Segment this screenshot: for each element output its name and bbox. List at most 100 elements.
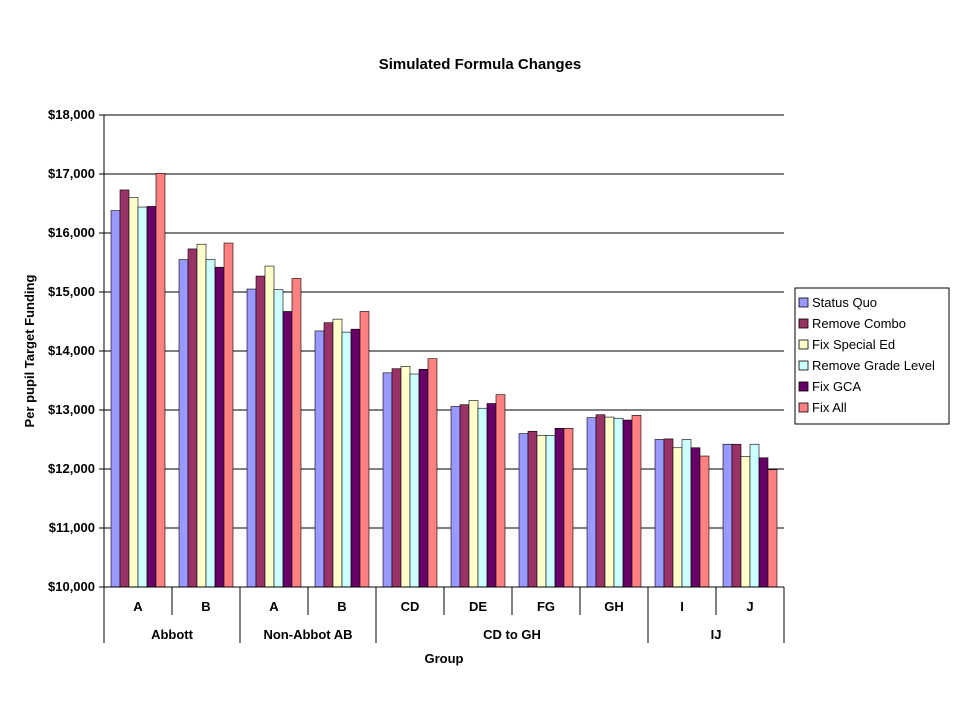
x-group-label: CD to GH (483, 627, 541, 642)
bars (110, 173, 778, 588)
y-tick-label: $16,000 (48, 225, 95, 240)
bar (264, 265, 275, 588)
x-group-label: IJ (711, 627, 722, 642)
bar (518, 433, 529, 588)
bar (128, 197, 139, 588)
bar (672, 447, 683, 588)
bar (595, 414, 606, 588)
bar (477, 407, 488, 588)
bar (110, 210, 121, 588)
bar (187, 248, 198, 588)
bar (663, 438, 674, 588)
bar (246, 288, 257, 588)
bar (332, 318, 343, 588)
x-tick-label: DE (469, 599, 487, 614)
bar (613, 417, 624, 588)
y-tick-label: $17,000 (48, 166, 95, 181)
bar (418, 368, 429, 588)
bar (622, 419, 633, 588)
legend-swatch (798, 339, 809, 350)
bar (563, 427, 574, 588)
bar (214, 266, 225, 588)
bar (359, 311, 370, 588)
bar (323, 322, 334, 588)
legend-box (794, 287, 950, 425)
bar (350, 328, 361, 588)
y-axis-title: Per pupil Target Funding (22, 275, 37, 428)
bar (545, 435, 556, 588)
x-tick-label: J (746, 599, 753, 614)
bar (119, 189, 130, 588)
legend: Status Quo Remove Combo Fix Special Ed Remo… (794, 287, 950, 425)
legend-entry: Remove Combo (812, 316, 906, 331)
bar (459, 404, 470, 588)
legend-swatch (798, 297, 809, 308)
bar (391, 368, 402, 588)
legend-entry: Fix Special Ed (812, 337, 895, 352)
x-group-label: Non-Abbot AB (263, 627, 352, 642)
bar (758, 457, 769, 588)
legend-entry: Remove Grade Level (812, 358, 935, 373)
bar (450, 406, 461, 588)
bar (486, 403, 497, 588)
legend-entry: Fix GCA (812, 379, 861, 394)
bar (427, 358, 438, 588)
bar (690, 447, 701, 588)
bar (255, 275, 266, 588)
legend-swatch (798, 360, 809, 371)
bar (137, 206, 148, 588)
bar (740, 456, 751, 588)
bar (554, 427, 565, 588)
bar (604, 416, 615, 588)
bar (155, 173, 166, 588)
y-tick-label: $18,000 (48, 107, 95, 122)
x-axis-title: Group (425, 651, 464, 666)
bar (767, 469, 778, 588)
legend-entry: Status Quo (812, 295, 877, 310)
y-tick-label: $13,000 (48, 402, 95, 417)
bar (699, 455, 710, 588)
bar (178, 259, 189, 588)
x-tick-label: A (133, 599, 143, 614)
chart-title: Simulated Formula Changes (379, 56, 582, 73)
legend-entry: Fix All (812, 400, 847, 415)
x-tick-label: GH (604, 599, 624, 614)
y-tick-label: $10,000 (48, 579, 95, 594)
legend-swatch (798, 381, 809, 392)
bar (468, 400, 479, 588)
bar (586, 417, 597, 588)
bar (146, 206, 157, 588)
x-tick-label: FG (537, 599, 555, 614)
bar (722, 443, 733, 588)
bar (749, 443, 760, 588)
y-tick-label: $15,000 (48, 284, 95, 299)
bar (205, 259, 216, 588)
bar (291, 278, 302, 588)
x-tick-label: B (201, 599, 210, 614)
x-tick-label: CD (401, 599, 420, 614)
bar (223, 242, 234, 588)
bar (341, 331, 352, 588)
bar (536, 435, 547, 588)
y-tick-label: $11,000 (49, 520, 95, 535)
legend-swatch (798, 402, 809, 413)
y-tick-label: $12,000 (48, 461, 95, 476)
y-tick-label: $14,000 (48, 343, 95, 358)
bar (314, 330, 325, 588)
x-tick-label: I (680, 599, 684, 614)
bar (527, 430, 538, 588)
bar (400, 366, 411, 588)
x-group-label: Abbott (151, 627, 194, 642)
axes: $10,000 $11,000 $12,000 $13,000 $14,000 $15,0… (48, 107, 785, 643)
bar (495, 394, 506, 588)
bar (409, 373, 420, 588)
x-tick-label: B (337, 599, 346, 614)
bar (196, 243, 207, 588)
bar (382, 372, 393, 588)
bar (654, 439, 665, 588)
x-tick-label: A (269, 599, 279, 614)
bar (731, 443, 742, 588)
bar (273, 289, 284, 588)
bar (681, 439, 692, 588)
